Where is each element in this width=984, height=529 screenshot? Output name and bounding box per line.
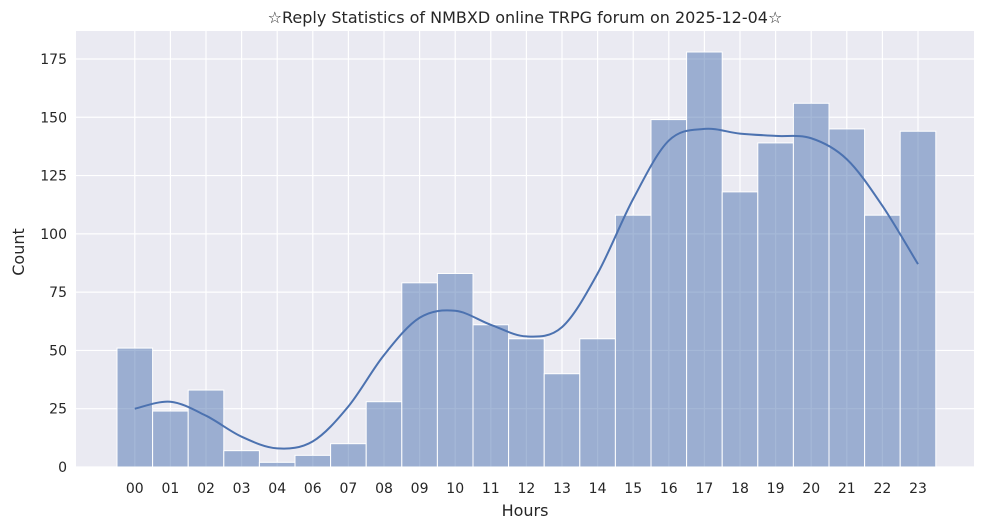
bar-hour-19 [757, 142, 794, 468]
x-tick-label-22: 22 [873, 481, 891, 497]
bar-hour-07 [330, 443, 367, 468]
bar-hour-06 [294, 454, 332, 468]
x-tick-label-07: 07 [339, 481, 357, 497]
bar-hour-10 [436, 272, 474, 468]
bar-hour-23 [899, 130, 937, 468]
x-tick-label-16: 16 [660, 481, 678, 497]
chart-title: ☆Reply Statistics of NMBXD online TRPG f… [268, 8, 783, 27]
x-tick-label-11: 11 [482, 481, 500, 497]
x-tick-label-10: 10 [446, 481, 464, 497]
y-tick-label-0: 0 [58, 460, 67, 476]
y-tick-label-175: 175 [40, 52, 67, 68]
bar-hour-20 [792, 102, 830, 468]
x-axis-title: Hours [502, 501, 549, 520]
y-tick-label-150: 150 [40, 110, 67, 126]
x-tick-label-04: 04 [268, 481, 286, 497]
bar-hour-18 [721, 191, 759, 468]
x-tick-label-19: 19 [767, 481, 785, 497]
bar-hour-17 [686, 51, 723, 468]
bar-hour-21 [828, 128, 866, 468]
x-tick-labels: 00 01 02 03 04 06 07 08 09 10 11 12 13 14 15 16 17 18 19 20… [126, 481, 927, 497]
x-tick-label-06: 06 [304, 481, 322, 497]
y-tick-label-25: 25 [49, 402, 67, 418]
x-tick-label-12: 12 [517, 481, 535, 497]
bar-hour-09 [401, 282, 438, 468]
bar-hour-15 [614, 214, 652, 468]
y-tick-label-75: 75 [49, 285, 67, 301]
x-tick-label-15: 15 [624, 481, 642, 497]
bar-hour-12 [508, 338, 545, 468]
bar-hour-02 [187, 389, 225, 468]
y-tick-label-100: 100 [40, 227, 67, 243]
bar-hour-22 [864, 214, 901, 468]
x-tick-label-20: 20 [802, 481, 820, 497]
bar-hour-00 [116, 347, 154, 468]
bar-hour-13 [543, 373, 581, 468]
y-axis-title: Count [9, 228, 28, 276]
bar-hour-14 [579, 338, 616, 468]
x-tick-label-00: 00 [126, 481, 144, 497]
y-tick-label-125: 125 [40, 169, 67, 185]
x-tick-label-21: 21 [838, 481, 856, 497]
x-tick-label-17: 17 [695, 481, 713, 497]
bars [116, 51, 937, 468]
x-tick-label-03: 03 [233, 481, 251, 497]
x-tick-label-09: 09 [411, 481, 429, 497]
bar-hour-08 [365, 401, 403, 468]
x-tick-label-01: 01 [161, 481, 179, 497]
x-tick-label-23: 23 [909, 481, 927, 497]
bar-hour-03 [223, 450, 260, 468]
x-tick-label-14: 14 [589, 481, 607, 497]
bar-hour-04 [258, 461, 296, 468]
bar-hour-16 [650, 119, 688, 468]
x-tick-label-18: 18 [731, 481, 749, 497]
kde-line [134, 127, 919, 450]
x-tick-label-02: 02 [197, 481, 215, 497]
y-tick-label-50: 50 [49, 343, 67, 359]
x-tick-label-08: 08 [375, 481, 393, 497]
bar-hour-11 [472, 324, 510, 468]
x-tick-label-13: 13 [553, 481, 571, 497]
bar-hour-01 [152, 410, 189, 468]
y-tick-labels: 0 25 50 75 100 125 150 175 [40, 52, 67, 476]
